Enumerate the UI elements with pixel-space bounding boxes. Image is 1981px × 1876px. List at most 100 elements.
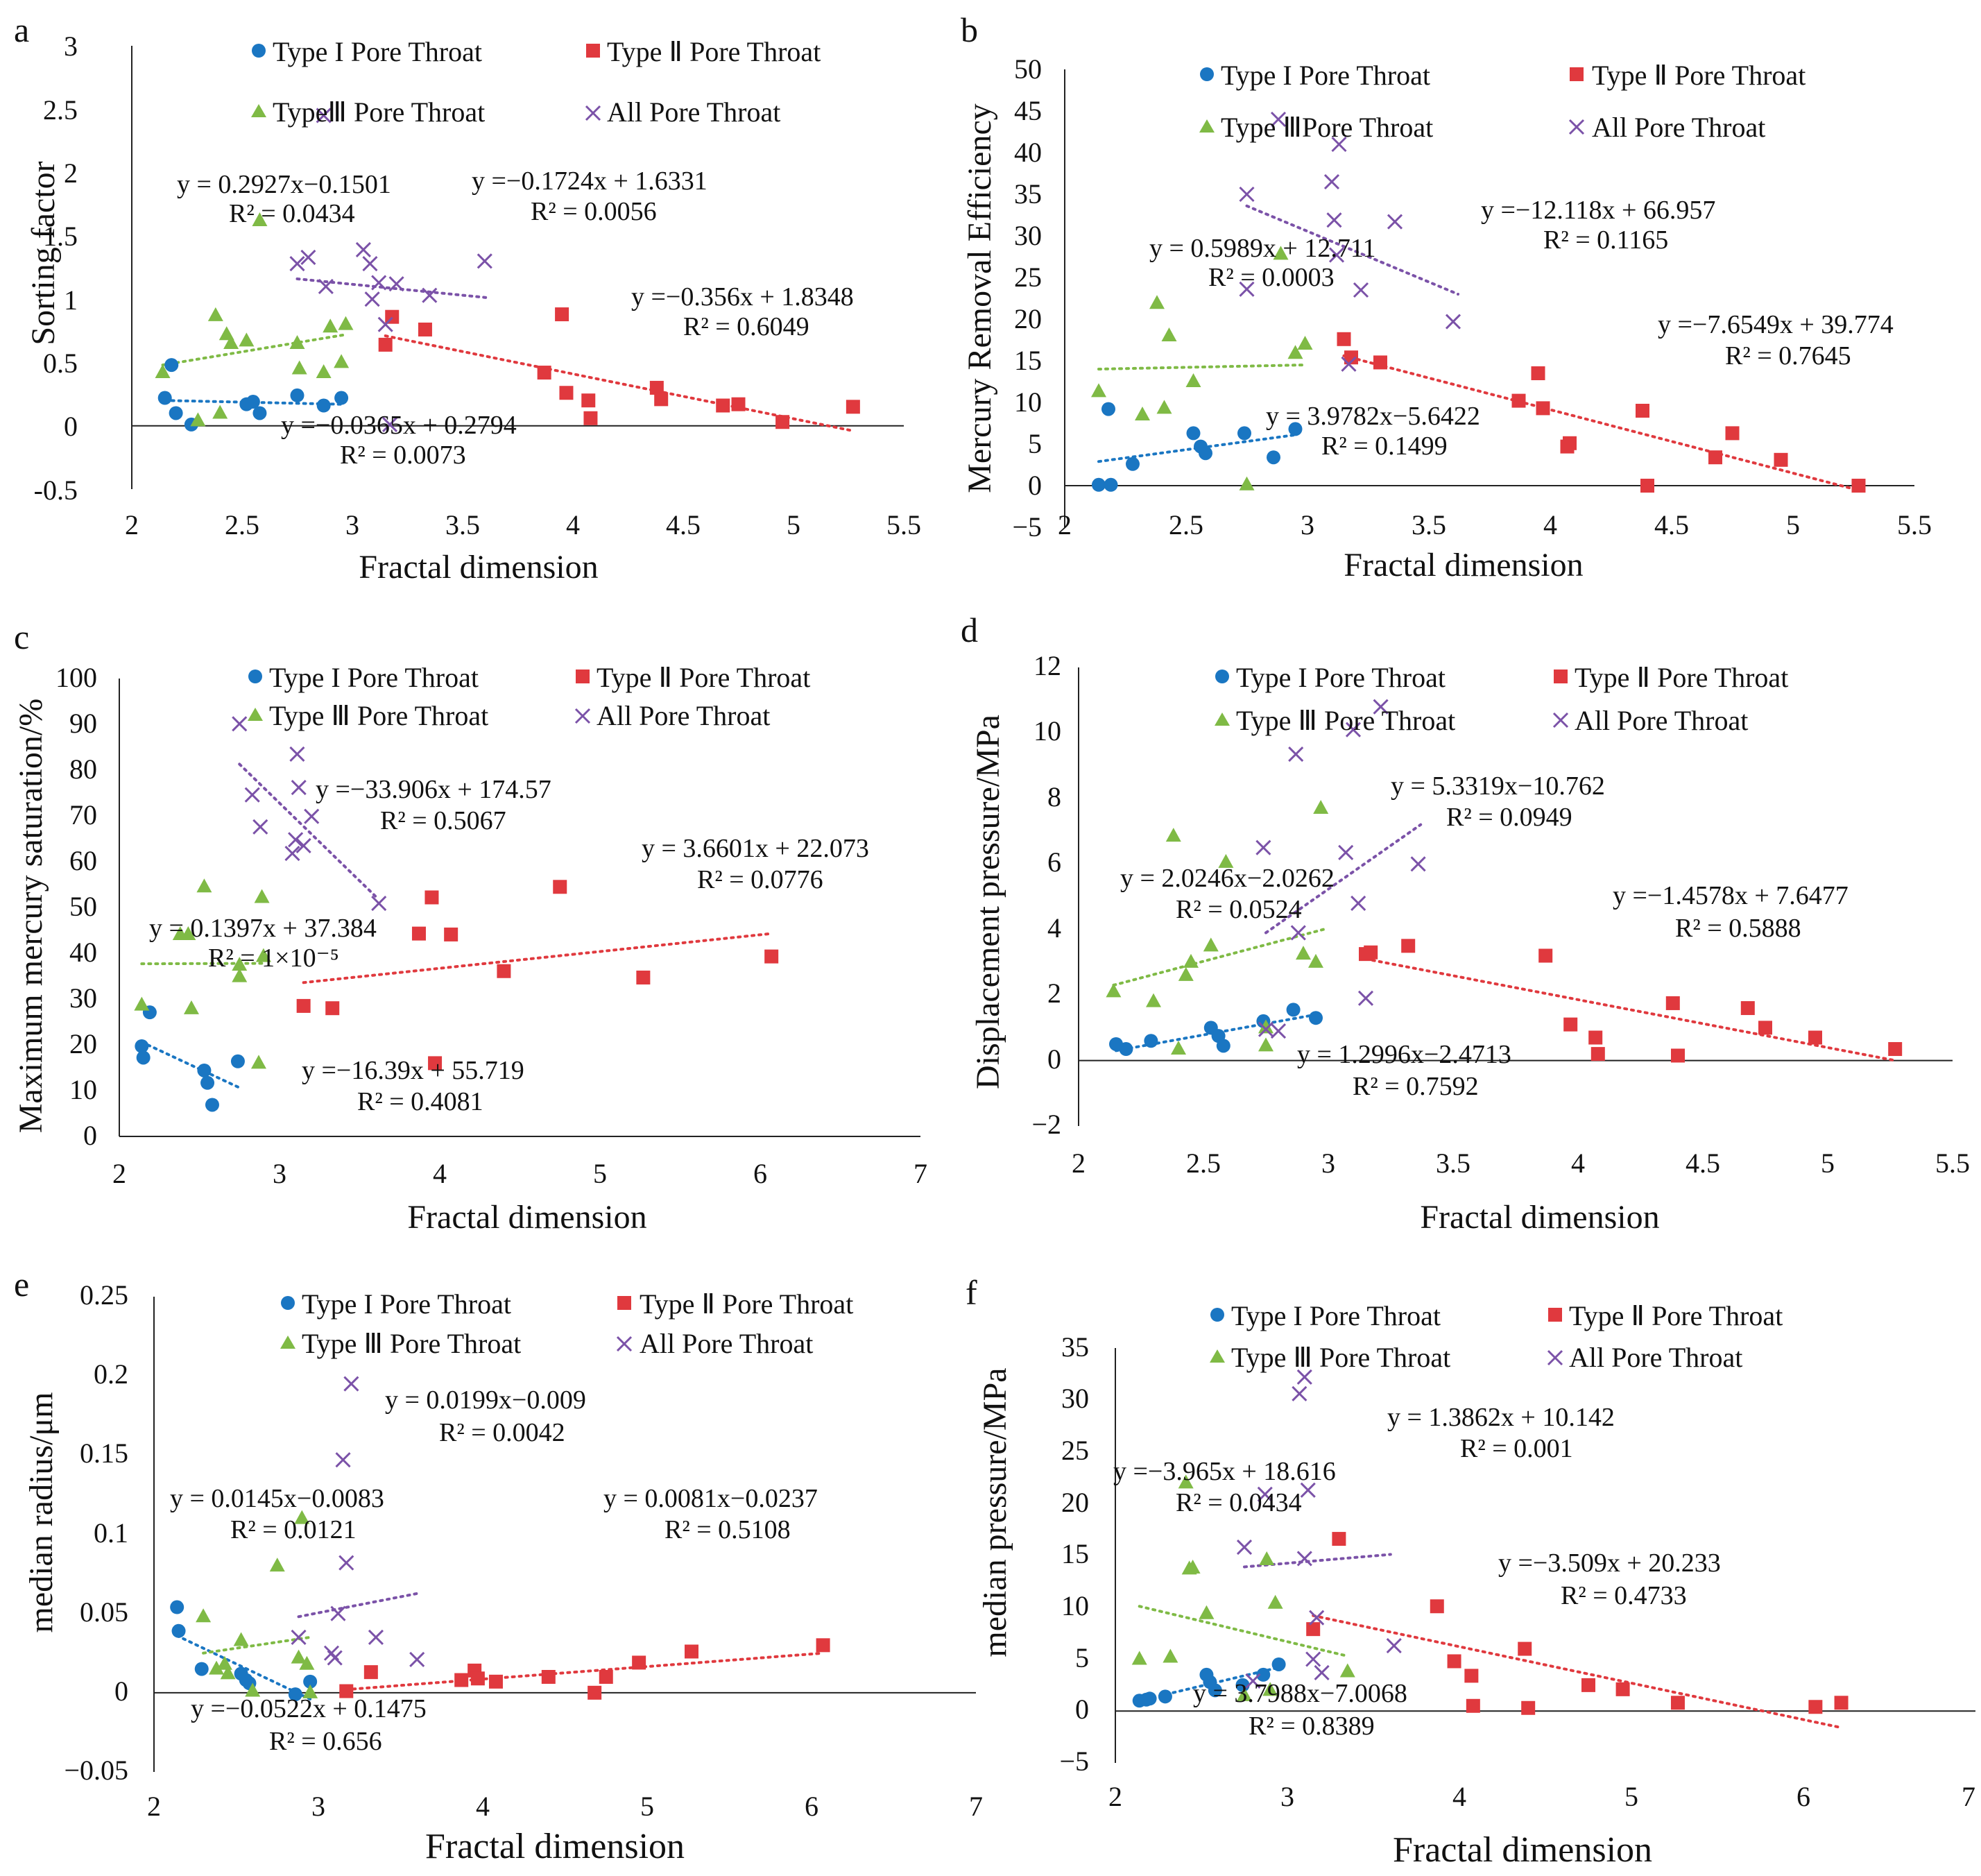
- data-point: [497, 964, 511, 978]
- data-point: [335, 1452, 351, 1468]
- data-point: [377, 316, 393, 332]
- data-point: [250, 1055, 266, 1069]
- data-point: [454, 1673, 469, 1687]
- trend-r2: R² = 0.4081: [357, 1087, 483, 1116]
- data-point: [338, 1555, 354, 1571]
- data-point: [1199, 1605, 1215, 1619]
- ytick: 60: [69, 845, 97, 876]
- trend-equation: y = 1.3862x + 10.142: [1387, 1403, 1615, 1432]
- data-point: [232, 968, 248, 982]
- ytick: 0.5: [43, 348, 78, 379]
- x-axis-label: Fractal dimension: [1393, 1830, 1652, 1870]
- trend-equation: y =−0.356x + 1.8348: [631, 282, 854, 312]
- data-point: [716, 398, 730, 413]
- ytick: −0.05: [64, 1755, 128, 1786]
- data-point: [1518, 1642, 1532, 1656]
- data-point: [194, 1662, 209, 1676]
- trend-line: [297, 1591, 422, 1619]
- data-point: [334, 391, 349, 405]
- data-point: [1296, 946, 1311, 960]
- data-point: [220, 1665, 236, 1680]
- ytick: 35: [1061, 1331, 1089, 1363]
- xtick: 5: [787, 509, 800, 540]
- x-axis-label: Fractal dimension: [407, 1199, 646, 1236]
- data-point: [1344, 350, 1358, 365]
- data-point: [1239, 476, 1255, 491]
- data-point: [190, 412, 206, 427]
- trend-r2: R² = 1×10⁻⁵: [208, 944, 339, 973]
- panel-b-label: b: [961, 10, 978, 49]
- data-point: [424, 890, 439, 905]
- data-point: [364, 291, 380, 307]
- data-point: [1257, 1486, 1273, 1502]
- trend-r2: R² = 0.0121: [230, 1515, 357, 1544]
- legend-label: Type I Pore Throat: [302, 1288, 511, 1320]
- legend-marker-all: [585, 105, 601, 121]
- trend-line: [202, 1635, 312, 1655]
- legend-marker-type3: [251, 104, 266, 117]
- data-point: [1345, 722, 1362, 737]
- data-point: [1185, 1559, 1201, 1574]
- xtick: 3.5: [445, 509, 480, 540]
- ytick: 0.1: [94, 1517, 128, 1549]
- legend-label: Type I Pore Throat: [269, 662, 479, 693]
- data-point: [537, 366, 551, 380]
- trend-equation: y = 1.2996x−2.4713: [1297, 1040, 1511, 1069]
- trend-line: [384, 334, 855, 433]
- data-point: [559, 386, 574, 400]
- trend-equation: y = 0.1397x + 37.384: [149, 914, 377, 943]
- trend-r2: R² = 0.0949: [1446, 803, 1572, 832]
- data-point: [223, 335, 239, 350]
- ytick: 25: [1061, 1435, 1089, 1466]
- trend-r2: R² = 0.001: [1460, 1434, 1573, 1463]
- data-point: [197, 1063, 212, 1077]
- trend-equation: y =−0.0365x + 0.2794: [281, 411, 517, 440]
- ytick: 20: [1061, 1487, 1089, 1518]
- ytick: 2.5: [43, 94, 78, 126]
- legend-marker-type2: [1548, 1308, 1562, 1322]
- trend-equation: y = 0.2927x−0.1501: [177, 170, 391, 199]
- data-point: [363, 1665, 378, 1680]
- ytick: 10: [1061, 1590, 1089, 1621]
- data-point: [1270, 1023, 1287, 1039]
- data-point: [1536, 401, 1550, 416]
- data-point: [1665, 996, 1680, 1010]
- legend-marker-type3: [248, 708, 263, 721]
- data-point: [1165, 828, 1181, 842]
- panel-c: c 100 90 80 70 60 50 40 30 20 10 0 2 3 4…: [12, 617, 927, 1236]
- data-point: [1106, 983, 1122, 998]
- data-point: [1158, 1689, 1172, 1704]
- legend-label: All Pore Throat: [1575, 705, 1748, 736]
- data-point: [196, 1608, 212, 1623]
- trend-equation: y =−12.118x + 66.957: [1481, 196, 1715, 225]
- data-point: [183, 1000, 199, 1014]
- xtick: 4: [1543, 509, 1557, 540]
- ytick: 2: [64, 157, 78, 189]
- data-point: [325, 1001, 340, 1016]
- legend-marker-type1: [1200, 67, 1214, 81]
- ytick: 0.2: [94, 1358, 128, 1390]
- data-point: [388, 276, 404, 292]
- data-point: [411, 926, 426, 941]
- trend-equation: y = 2.0246x−2.0262: [1120, 864, 1335, 893]
- data-point: [583, 411, 598, 425]
- plot-a: [131, 46, 904, 489]
- panel-b: b 50 45 40 35 30 25 20 15 10 5 0 −5 2 2.…: [961, 10, 1932, 583]
- xtick: 7: [969, 1791, 983, 1822]
- data-point: [1563, 1017, 1578, 1032]
- data-point: [291, 360, 307, 375]
- data-point: [1808, 1700, 1823, 1714]
- plot-c: [119, 679, 920, 1137]
- data-point: [1313, 800, 1329, 815]
- data-point: [284, 846, 300, 862]
- data-point: [1183, 953, 1199, 968]
- legend-label: All Pore Throat: [607, 96, 780, 128]
- xtick: 5.5: [1935, 1148, 1970, 1179]
- data-point: [1239, 281, 1255, 297]
- ytick: 35: [1014, 178, 1042, 210]
- legend-marker-all: [1568, 119, 1585, 135]
- legend-label: Type Ⅲ Pore Throat: [269, 700, 488, 731]
- trend-equation: y =−3.965x + 18.616: [1113, 1457, 1336, 1486]
- xtick: 2: [147, 1791, 161, 1822]
